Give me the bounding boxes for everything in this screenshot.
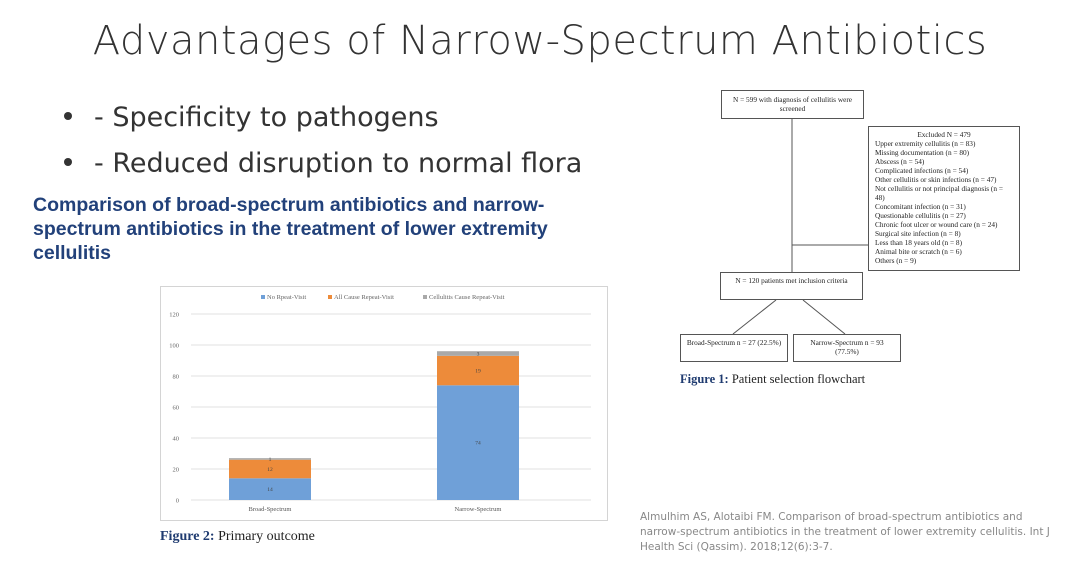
figure-1-label: Figure 1: <box>680 372 729 386</box>
data-label: 1 <box>269 457 272 463</box>
legend-label: All Cause Repeat-Visit <box>334 294 394 301</box>
figure-1-text: Patient selection flowchart <box>728 372 866 386</box>
data-label: 12 <box>267 467 273 473</box>
legend-label: No Rpeat-Visit <box>267 294 306 301</box>
figure-2-caption: Figure 2: Primary outcome <box>160 529 315 545</box>
excluded-item: Less than 18 years old (n = 8) <box>875 238 962 247</box>
data-label: 19 <box>475 369 481 375</box>
flow-box-broad: Broad-Spectrum n = 27 (22.5%) <box>680 334 788 362</box>
data-label: 74 <box>475 441 481 447</box>
y-tick-label: 100 <box>169 343 179 350</box>
figure-1-caption: Figure 1: Patient selection flowchart <box>680 372 865 387</box>
flow-box-excluded: Excluded N = 479 Upper extremity celluli… <box>868 126 1020 271</box>
excluded-item: Complicated infections (n = 54) <box>875 166 969 175</box>
data-label: 14 <box>267 487 273 493</box>
excluded-item: Chronic foot ulcer or wound care (n = 24… <box>875 220 998 229</box>
flow-line-broad <box>732 299 777 335</box>
excluded-item: Other cellulitis or skin infections (n =… <box>875 175 997 184</box>
y-tick-label: 120 <box>169 312 179 319</box>
flow-box-screened: N = 599 with diagnosis of cellulitis wer… <box>721 90 864 119</box>
flow-box-included: N = 120 patients met inclusion criteria <box>720 272 863 300</box>
x-tick-label: Broad-Spectrum <box>249 506 292 513</box>
bullet-item: - Specificity to pathogens <box>64 95 582 141</box>
excluded-item: Others (n = 9) <box>875 256 917 265</box>
legend-swatch <box>261 295 265 299</box>
bar-segment <box>229 478 311 500</box>
excluded-item: Upper extremity cellulitis (n = 83) <box>875 139 976 148</box>
excluded-item: Surgical site infection (n = 8) <box>875 229 961 238</box>
bullet-text: - Specificity to pathogens <box>94 102 439 133</box>
flow-box-narrow: Narrow-Spectrum n = 93 (77.5%) <box>793 334 901 362</box>
bullet-dot-icon <box>64 111 72 120</box>
bullet-text: - Reduced disruption to normal flora <box>94 148 583 179</box>
excluded-title: Excluded N = 479 <box>917 130 971 139</box>
excluded-item: Missing documentation (n = 80) <box>875 148 970 157</box>
excluded-item: Concomitant infection (n = 31) <box>875 202 966 211</box>
excluded-item: Animal bite or scratch (n = 6) <box>875 247 962 256</box>
bar-segment <box>229 459 311 479</box>
excluded-list: Upper extremity cellulitis (n = 83) Missi… <box>875 139 1013 265</box>
chart-svg: 0 20 40 60 80 100 120 No Rpeat-Visit All Cause R… <box>169 294 591 513</box>
y-tick-label: 60 <box>173 405 180 412</box>
bar-segment <box>437 385 519 500</box>
y-tick-label: 80 <box>173 374 180 381</box>
excluded-item: Questionable cellulitis (n = 27) <box>875 211 966 220</box>
legend-label: Cellulitis Cause Repeat-Visit <box>429 294 505 301</box>
bullet-item: - Reduced disruption to normal flora <box>64 141 582 187</box>
citation: Almulhim AS, Alotaibi FM. Comparison of … <box>640 511 1050 553</box>
bullet-list: - Specificity to pathogens - Reduced dis… <box>64 95 582 187</box>
excluded-item: Abscess (n = 54) <box>875 157 925 166</box>
bar-chart: 0 20 40 60 80 100 120 No Rpeat-Visit All Cause R… <box>160 286 608 521</box>
paper-title: Comparison of broad-spectrum antibiotics… <box>33 194 548 264</box>
data-label: 3 <box>477 352 480 358</box>
bar-segment <box>437 351 519 356</box>
legend-swatch <box>423 295 427 299</box>
excluded-item: Not cellulitis or not principal diagnosi… <box>875 184 1003 202</box>
legend-swatch <box>328 295 332 299</box>
flow-line-narrow <box>802 299 846 335</box>
bar-segment <box>437 355 519 386</box>
figure-2-label: Figure 2: <box>160 529 215 544</box>
y-tick-label: 20 <box>173 467 180 474</box>
y-tick-label: 40 <box>173 436 180 443</box>
slide-title: Advantages of Narrow-Spectrum Antibiotic… <box>92 18 988 64</box>
bullet-dot-icon <box>64 157 72 166</box>
x-tick-label: Narrow-Spectrum <box>455 506 502 513</box>
figure-2-text: Primary outcome <box>214 529 315 544</box>
bar-segment <box>229 458 311 460</box>
y-tick-label: 0 <box>176 498 179 505</box>
